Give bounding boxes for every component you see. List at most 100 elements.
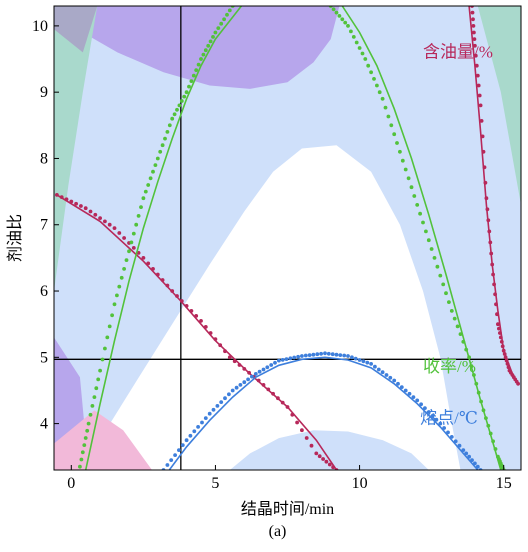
series-data-point	[479, 119, 484, 123]
series-data-point	[419, 402, 423, 407]
series-data-point	[476, 390, 481, 395]
series-data-point	[112, 226, 117, 231]
series-data-point	[211, 407, 216, 412]
series-data-point	[292, 355, 297, 360]
series-data-point	[415, 398, 420, 403]
series-data-point	[470, 10, 475, 15]
series-data-point	[311, 352, 316, 357]
series-data-point	[501, 348, 506, 353]
series-data-point	[399, 385, 404, 389]
series-data-point	[151, 169, 155, 174]
series-data-point	[444, 291, 448, 296]
series-data-point	[411, 395, 416, 399]
series-data-point	[357, 46, 362, 50]
series-data-point	[269, 363, 274, 367]
series-data-point	[82, 443, 87, 447]
series-data-point	[477, 93, 482, 98]
region-gray-top-left	[54, 6, 98, 53]
series-data-point	[271, 391, 275, 396]
series-data-point	[196, 62, 201, 67]
series-data-point	[250, 374, 254, 379]
series-data-point	[180, 443, 185, 447]
series-data-point	[85, 428, 90, 433]
series-data-point	[165, 463, 170, 467]
series-data-point	[280, 400, 285, 405]
series-data-point	[315, 352, 320, 357]
series-data-point	[208, 331, 213, 335]
series-data-point	[64, 197, 69, 202]
series-data-point	[409, 185, 414, 190]
series-data-point	[516, 381, 520, 386]
series-data-point	[200, 420, 204, 425]
series-data-point	[478, 103, 483, 108]
series-data-point	[337, 14, 342, 18]
series-data-point	[74, 201, 78, 206]
series-data-point	[155, 272, 160, 277]
series-data-point	[88, 209, 93, 214]
series-data-point	[388, 375, 393, 380]
series-data-point	[148, 176, 153, 181]
series-data-point	[189, 309, 194, 313]
series-data-point	[503, 355, 508, 360]
series-data-point	[103, 219, 107, 224]
series-data-point	[343, 20, 348, 25]
series-data-point	[93, 212, 98, 217]
series-data-point	[296, 354, 300, 359]
series-data-point	[261, 367, 266, 372]
series-data-point	[59, 195, 64, 200]
series-data-point	[331, 7, 336, 12]
region-blue-bottom	[229, 430, 429, 470]
x-tick-label: 5	[211, 475, 219, 492]
series-data-point	[83, 436, 88, 440]
series-data-point	[317, 454, 322, 459]
series-data-point	[191, 73, 196, 78]
series-data-point	[124, 258, 129, 262]
series-data-point	[117, 231, 122, 235]
series-data-point	[79, 457, 84, 462]
series-data-point	[361, 359, 366, 364]
y-tick-label: 5	[40, 349, 48, 366]
series-data-point	[119, 275, 124, 280]
series-data-point	[471, 24, 476, 28]
series-data-point	[483, 180, 488, 185]
series-data-point	[376, 367, 381, 372]
series-data-point	[489, 251, 494, 256]
series-data-point	[199, 57, 203, 61]
y-tick-label: 6	[40, 283, 48, 300]
series-data-point	[473, 53, 478, 58]
series-data-point	[369, 362, 373, 366]
series-data-point	[475, 73, 480, 78]
plot-frame	[53, 5, 522, 471]
series-data-point	[309, 443, 314, 448]
series-data-point	[452, 316, 457, 321]
series-data-point	[112, 302, 117, 307]
series-data-point	[340, 17, 345, 22]
series-data-point	[131, 231, 136, 236]
series-data-point	[194, 68, 199, 72]
series-data-point	[342, 353, 347, 358]
series-data-point	[403, 167, 408, 172]
series-data-point	[346, 24, 350, 28]
series-data-point	[213, 337, 218, 341]
series-data-point	[474, 381, 479, 386]
series-data-point	[392, 132, 397, 137]
series-data-point	[375, 83, 379, 88]
series-data-point	[216, 26, 221, 30]
series-data-point	[432, 256, 437, 260]
series-layer	[55, 6, 520, 470]
series-data-point	[384, 373, 389, 377]
series-data-point	[222, 17, 227, 22]
series-data-point	[98, 368, 102, 373]
series-data-point	[234, 385, 239, 390]
series-data-point	[498, 331, 502, 335]
series-data-point	[211, 35, 215, 39]
series-data-point	[469, 364, 474, 369]
series-data-point	[201, 52, 206, 57]
series-data-point	[288, 356, 293, 361]
series-data-point	[481, 149, 486, 154]
series-data-point	[490, 262, 495, 267]
series-data-point	[380, 370, 385, 375]
series-data-point	[480, 134, 485, 139]
series-data-point	[473, 43, 477, 48]
